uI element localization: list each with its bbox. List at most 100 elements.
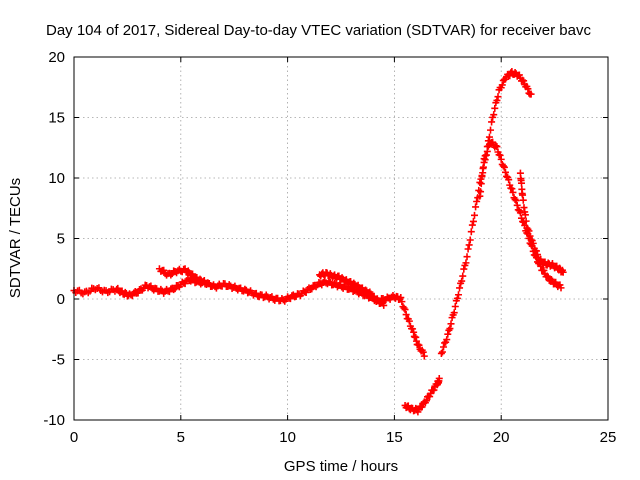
data-point (370, 292, 378, 300)
data-point (526, 232, 534, 240)
y-tick-label: -5 (52, 352, 65, 369)
data-point (521, 211, 529, 219)
series-sat-track-2 (155, 265, 208, 287)
series-sat-track-4 (401, 374, 443, 416)
data-point (520, 77, 528, 85)
data-point (505, 176, 513, 184)
data-point (522, 217, 530, 225)
data-point (419, 348, 427, 356)
data-point (543, 272, 551, 280)
data-point (380, 301, 388, 309)
data-point (477, 188, 485, 196)
data-point (476, 178, 484, 186)
data-point (489, 138, 497, 146)
data-point (402, 311, 410, 319)
data-point (508, 185, 516, 193)
data-point (525, 227, 533, 235)
y-tick-label: 5 (57, 231, 65, 248)
data-point (134, 289, 142, 297)
y-tick-label: 15 (48, 110, 65, 127)
data-point (409, 325, 417, 333)
x-axis-label: GPS time / hours (284, 458, 398, 475)
data-point (529, 239, 537, 247)
data-point (401, 306, 409, 314)
data-point (493, 96, 501, 104)
data-point (485, 133, 493, 141)
data-point (516, 209, 524, 217)
series-sat-track-1 (70, 275, 428, 360)
data-point (491, 104, 499, 112)
data-point (430, 386, 438, 394)
data-point (440, 343, 448, 351)
data-point (160, 266, 168, 274)
data-point (463, 253, 471, 261)
data-point (483, 147, 491, 155)
data-point (488, 118, 496, 126)
data-point (456, 284, 464, 292)
data-point (472, 203, 480, 211)
data-point (519, 196, 527, 204)
data-point (540, 266, 548, 274)
series-sat-track-3 (316, 268, 388, 309)
data-point (420, 352, 428, 360)
data-point (450, 309, 458, 317)
x-tick-label: 25 (600, 429, 617, 446)
data-point (464, 245, 472, 253)
data-point (496, 151, 504, 159)
data-point (200, 276, 208, 284)
chart-title: Day 104 of 2017, Sidereal Day-to-day VTE… (46, 22, 591, 39)
data-point (482, 151, 490, 159)
x-tick-label: 0 (70, 429, 78, 446)
data-point (534, 251, 542, 259)
x-tick-label: 10 (279, 429, 296, 446)
data-point (405, 317, 413, 325)
data-point (465, 241, 473, 249)
data-point (422, 397, 430, 405)
data-point (513, 201, 521, 209)
data-point (559, 268, 567, 276)
data-point (517, 179, 525, 187)
data-point (170, 286, 178, 294)
axis-ticks: 0 5 10 15 20 25 -10 -5 0 5 10 15 20 (43, 49, 616, 446)
data-point (532, 247, 540, 255)
data-point (447, 320, 455, 328)
data-point (490, 111, 498, 119)
x-tick-label: 15 (386, 429, 403, 446)
plot-frame (73, 56, 609, 421)
data-point (517, 214, 525, 222)
data-point (443, 336, 451, 344)
data-point (497, 155, 505, 163)
data-point (494, 93, 502, 101)
data-point (438, 348, 446, 356)
data-point (415, 341, 423, 349)
data-point (512, 197, 520, 205)
data-point (451, 302, 459, 310)
data-point (444, 330, 452, 338)
data-point (458, 277, 466, 285)
data-point (453, 294, 461, 302)
data-point (473, 198, 481, 206)
data-marks (70, 67, 567, 416)
data-point (499, 162, 507, 170)
data-point (501, 168, 509, 176)
grid (74, 57, 608, 420)
data-point (460, 265, 468, 273)
data-point (479, 163, 487, 171)
data-point (225, 281, 233, 289)
data-point (487, 126, 495, 134)
data-point (498, 81, 506, 89)
data-point (500, 163, 508, 171)
data-point (493, 143, 501, 151)
data-point (454, 291, 462, 299)
data-point (435, 374, 443, 382)
data-point (557, 284, 565, 292)
data-point (199, 278, 207, 286)
data-point (308, 285, 316, 293)
data-point (462, 259, 470, 267)
data-point (509, 188, 517, 196)
data-point (418, 403, 426, 411)
y-tick-label: 0 (57, 291, 65, 308)
series-sat-track-7 (516, 169, 567, 276)
data-point (400, 304, 408, 312)
